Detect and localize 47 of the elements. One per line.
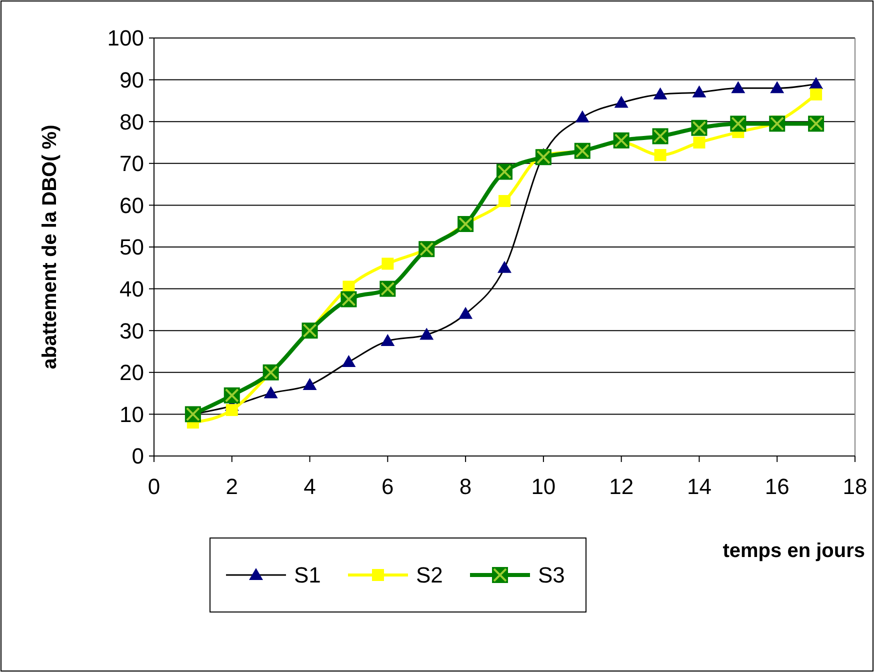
point [342,354,356,367]
y-tick-label: 20 [120,360,144,386]
x-tick-label: 10 [531,474,556,499]
x-tick-label: 12 [609,474,634,499]
point [654,149,666,162]
x-tick-label: 0 [148,474,160,499]
y-tick-label: 40 [120,276,144,302]
y-tick-label: 90 [120,68,144,92]
x-tick-label: 6 [382,474,394,499]
x-tick-label: 14 [686,474,712,499]
x-tick-label: 16 [764,474,790,499]
y-tick-label: 50 [120,234,144,260]
point [693,136,706,148]
legend-label: S2 [416,562,443,588]
legend-label: S3 [538,562,565,588]
point [692,85,706,98]
x-tick-label: 8 [459,474,472,499]
y-tick-label: 10 [120,402,144,427]
point [420,328,434,340]
y-tick-label: 30 [120,318,144,344]
point [575,110,590,122]
point [810,88,822,100]
x-tick-label: 4 [304,474,316,499]
point [498,195,510,208]
point [226,404,238,416]
point [770,81,784,94]
y-tick-label: 0 [132,444,144,469]
point [342,280,355,293]
y-tick-label: 80 [120,109,144,134]
point [653,87,668,100]
legend-label: S1 [294,562,321,588]
point [382,258,394,270]
y-tick-label: 70 [120,151,144,176]
x-tick-label: 18 [842,474,868,499]
x-tick-label: 2 [226,474,238,499]
point [380,334,395,346]
point [264,386,278,398]
point [302,378,317,390]
y-tick-label: 100 [107,26,144,51]
point [614,96,628,108]
y-tick-label: 60 [120,192,144,218]
point [809,76,824,89]
x-axis-title: temps en jours [722,540,865,562]
point [731,81,746,94]
y-axis-title: abattement de la DBO( %) [39,124,61,370]
point [498,260,512,273]
point [458,306,473,319]
